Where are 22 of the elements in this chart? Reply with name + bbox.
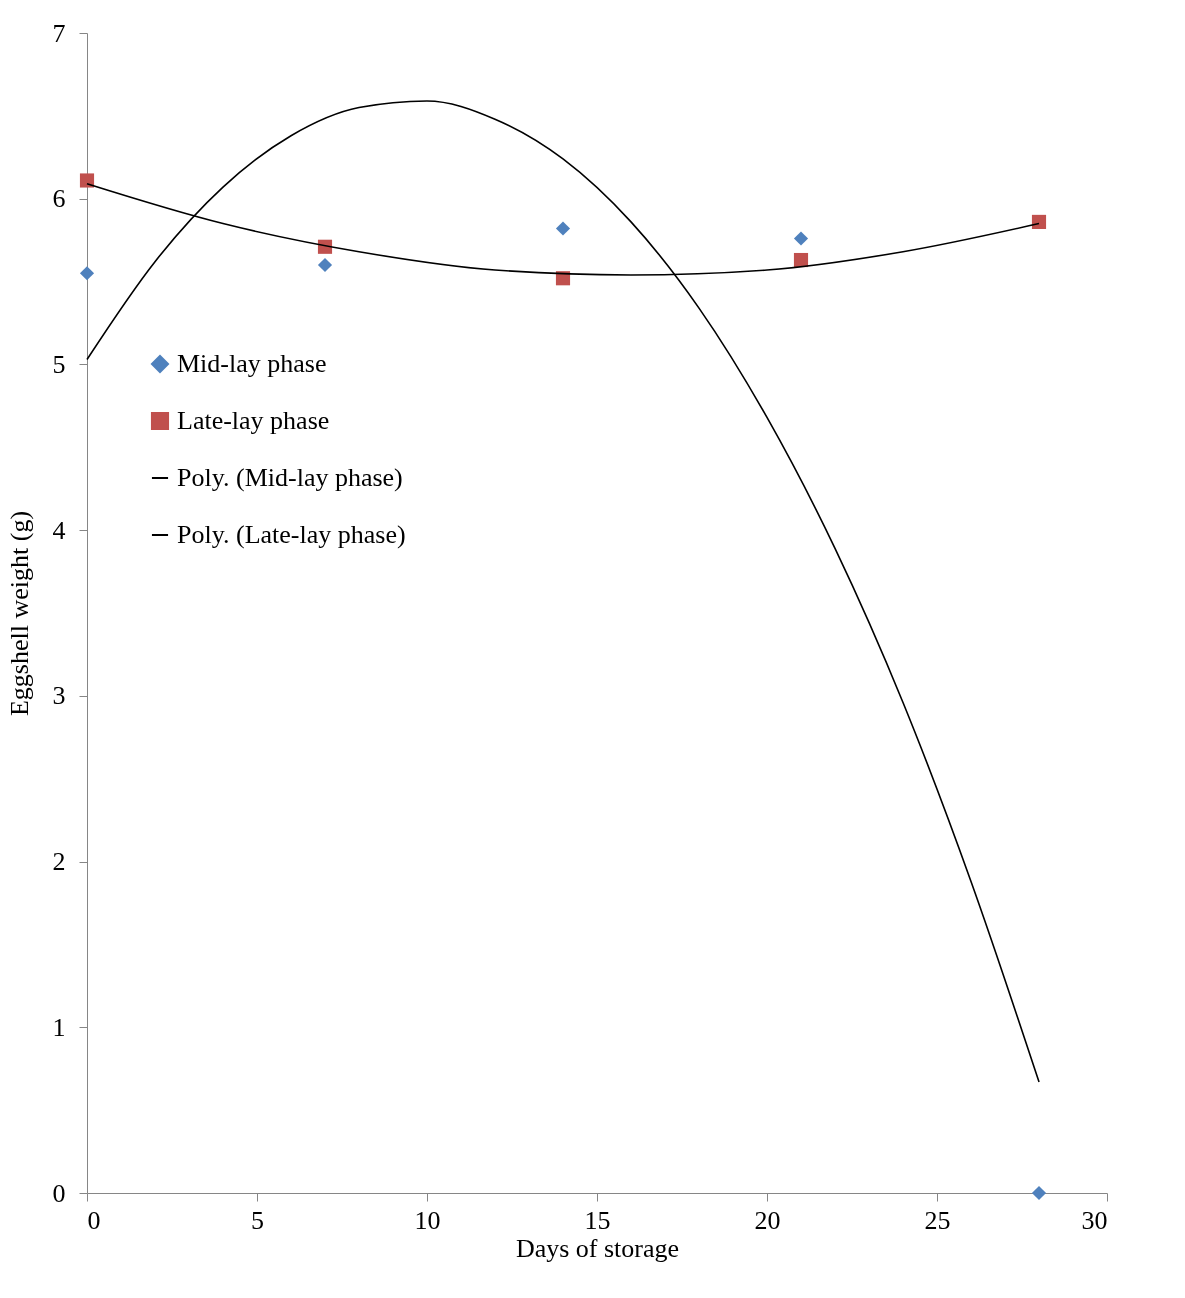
y-tick-label: 0 — [52, 1178, 66, 1208]
y-axis-title: Eggshell weight (g) — [4, 510, 34, 717]
x-tick-label: 25 — [924, 1205, 951, 1235]
y-tick-label: 3 — [52, 681, 66, 711]
x-tick-label: 10 — [414, 1205, 441, 1235]
y-tick-label: 1 — [52, 1012, 66, 1042]
legend-label: Late-lay phase — [177, 406, 330, 435]
y-tick-label: 6 — [52, 184, 66, 214]
x-tick-label: 0 — [87, 1205, 101, 1235]
x-tick-label: 5 — [251, 1205, 264, 1235]
x-tick-label: 20 — [754, 1205, 781, 1235]
legend-label: Mid-lay phase — [177, 349, 327, 378]
y-tick-label: 5 — [52, 349, 66, 379]
x-tick-label: 30 — [1081, 1205, 1108, 1235]
legend-label: Poly. (Mid-lay phase) — [177, 463, 403, 492]
x-axis-title: Days of storage — [515, 1233, 680, 1263]
x-tick-label: 15 — [584, 1205, 611, 1235]
y-tick-label: 4 — [52, 515, 66, 545]
line-series — [86, 100, 1040, 1083]
y-tick-label: 2 — [52, 847, 66, 877]
y-tick-label: 7 — [52, 18, 66, 48]
legend-label: Poly. (Late-lay phase) — [177, 520, 406, 549]
